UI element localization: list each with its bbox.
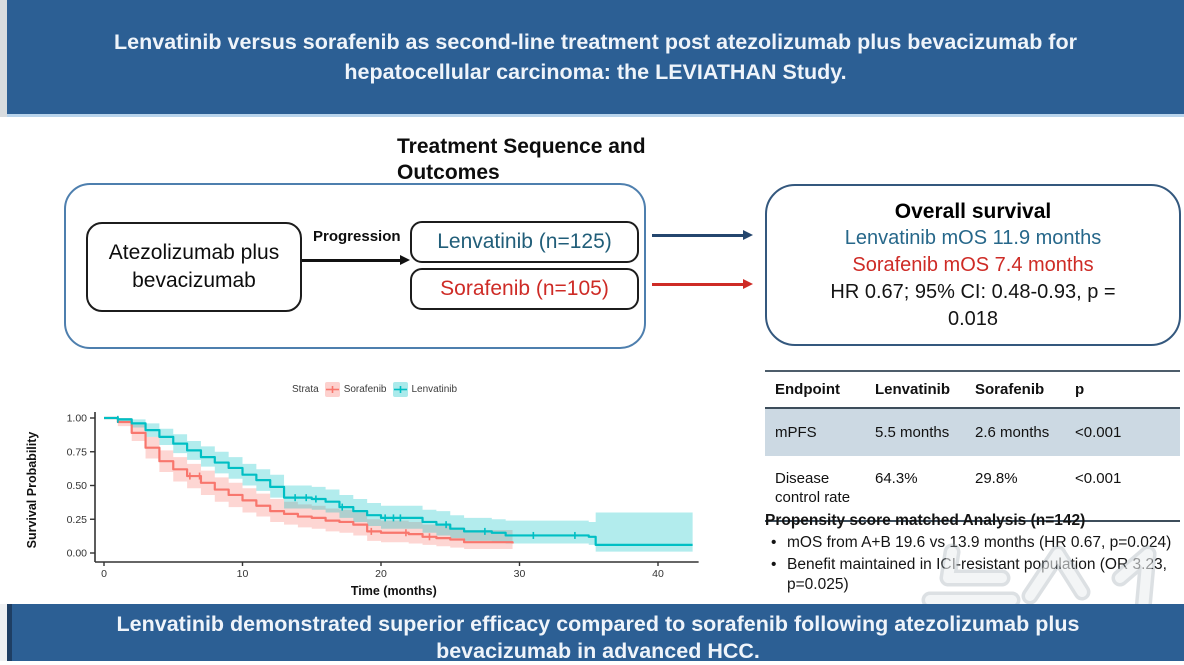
cell-endpoint: mPFS [775, 424, 817, 441]
propensity-bullet-list: mOS from A+B 19.6 vs 13.9 months (HR 0.6… [765, 533, 1184, 595]
title-line-2: hepatocellular carcinoma: the LEVIATHAN … [344, 60, 847, 84]
lenvatinib-box: Lenvatinib (n=125) [410, 221, 639, 263]
table-row: mPFS 5.5 months 2.6 months <0.001 [765, 409, 1180, 456]
left-edge-strip [0, 0, 7, 117]
overall-survival-title: Overall survival [894, 199, 1052, 223]
overall-survival-sorafenib: Sorafenib mOS 7.4 months [852, 253, 1094, 276]
col-p: p [1075, 381, 1085, 398]
conclusion-line-1: Lenvatinib demonstrated superior efficac… [116, 612, 1080, 636]
y-tick-label: 0.50 [67, 480, 88, 492]
treatment-sequence-container [64, 183, 646, 349]
conclusion-line-2: bevacizumab in advanced HCC. [436, 639, 760, 663]
col-endpoint: Endpoint [775, 381, 840, 398]
left-edge-strip-bottom [0, 604, 7, 661]
atezo-box-line-2: bevacizumab [132, 269, 256, 292]
x-tick-label: 30 [514, 568, 526, 580]
col-sorafenib: Sorafenib [975, 381, 1045, 398]
cell-p: <0.001 [1075, 470, 1122, 487]
legend-label: Lenvatinib [411, 383, 458, 395]
atezo-box-line-1: Atezolizumab plus [108, 241, 280, 264]
x-tick-label: 40 [652, 568, 664, 580]
ci-band-sorafenib [104, 418, 513, 551]
overall-survival-lenvatinib: Lenvatinib mOS 11.9 months [844, 226, 1102, 249]
propensity-bullet-1: mOS from A+B 19.6 vs 13.9 months (HR 0.6… [765, 533, 1184, 553]
km-chart: 0 10 20 30 40 0.00 0.25 0.50 0.75 1.00 Time (month… [25, 412, 699, 598]
x-tick-label: 10 [237, 568, 249, 580]
sequence-heading-line-2: Outcomes [397, 161, 500, 184]
conclusion-banner: Lenvatinib demonstrated superior efficac… [7, 604, 1184, 663]
sorafenib-box: Sorafenib (n=105) [410, 268, 639, 310]
propensity-bullet-2: Benefit maintained in ICI-resistant popu… [765, 555, 1184, 595]
sequence-heading-line-1: Treatment Sequence and [397, 135, 646, 158]
legend-label: Sorafenib [343, 383, 387, 395]
y-tick-label: 0.75 [67, 446, 88, 458]
legend-swatch-icon [392, 381, 408, 397]
endpoint-table: Endpoint Lenvatinib Sorafenib p mPFS 5.5… [765, 370, 1180, 522]
x-tick-label: 0 [101, 568, 107, 580]
survival-curve-lenvatinib [104, 416, 693, 546]
x-tick-label: 20 [375, 568, 387, 580]
cell-endpoint: Disease control rate [775, 470, 851, 506]
legend-item-lenvatinib: Lenvatinib [392, 381, 458, 397]
overall-survival-box: Overall survival Lenvatinib mOS 11.9 mon… [765, 184, 1181, 346]
y-tick-label: 1.00 [67, 413, 88, 425]
sorafenib-outcome-arrow-line [652, 283, 745, 286]
endpoint-table-header: Endpoint Lenvatinib Sorafenib p [765, 370, 1180, 409]
sequence-heading: Treatment Sequence and Outcomes [397, 134, 717, 186]
y-axis-title: Survival Probability [25, 432, 39, 549]
x-axis-title: Time (months) [351, 584, 437, 598]
progression-label: Progression [313, 228, 401, 245]
km-legend: Strata Sorafenib Lenvatinib [292, 381, 457, 397]
table-row: Disease control rate 64.3% 29.8% <0.001 [765, 456, 1180, 522]
cell-p: <0.001 [1075, 424, 1122, 441]
ci-band-lenvatinib [104, 418, 693, 552]
y-tick-label: 0.25 [67, 514, 88, 526]
legend-item-sorafenib: Sorafenib [324, 381, 387, 397]
overall-survival-hr-line-2: 0.018 [947, 307, 999, 330]
sorafenib-outcome-arrow-head-icon [743, 278, 753, 289]
propensity-analysis: Propensity score matched Analysis (n=142… [765, 512, 1184, 597]
progression-arrow-head-icon [400, 254, 410, 265]
overall-survival-hr-line-1: HR 0.67; 95% CI: 0.48-0.93, p = [830, 280, 1116, 303]
cell-lenvatinib: 64.3% [875, 470, 918, 487]
atezolizumab-bevacizumab-box: Atezolizumab plus bevacizumab [86, 222, 302, 312]
legend-swatch-icon [324, 381, 340, 397]
survival-curve-sorafenib [104, 416, 514, 544]
lenvatinib-outcome-arrow-line [652, 234, 745, 237]
cell-sorafenib: 29.8% [975, 470, 1018, 487]
progression-arrow-line [302, 259, 402, 262]
title-line-1: Lenvatinib versus sorafenib as second-li… [114, 30, 1077, 54]
cell-sorafenib: 2.6 months [975, 424, 1050, 441]
y-tick-label: 0.00 [67, 548, 88, 560]
propensity-title: Propensity score matched Analysis (n=142… [765, 512, 1086, 529]
col-lenvatinib: Lenvatinib [875, 381, 951, 398]
lenvatinib-outcome-arrow-head-icon [743, 229, 753, 240]
km-legend-title: Strata [292, 383, 319, 395]
title-banner: Lenvatinib versus sorafenib as second-li… [7, 0, 1184, 117]
cell-lenvatinib: 5.5 months [875, 424, 950, 441]
